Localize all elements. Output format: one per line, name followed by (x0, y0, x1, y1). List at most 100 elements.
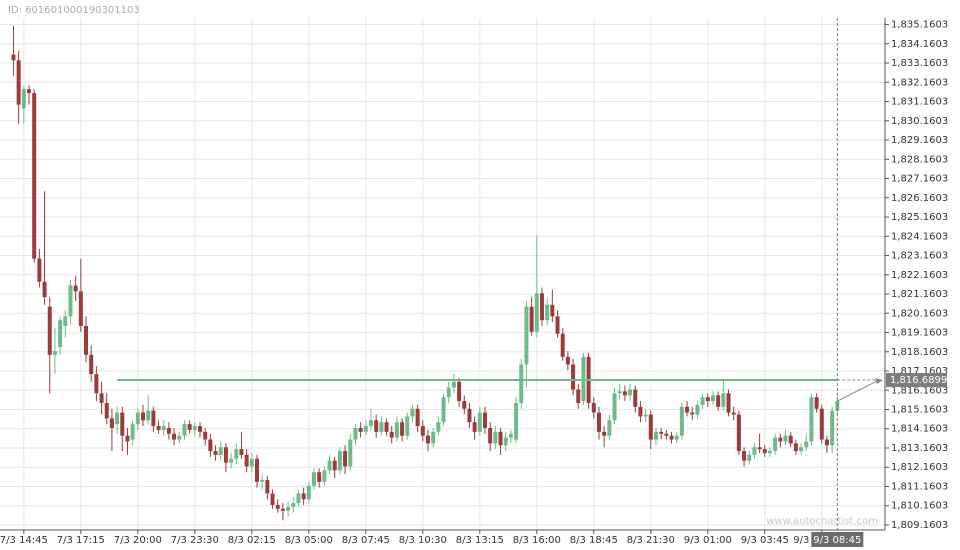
candle-body (47, 306, 52, 355)
candle-body (793, 443, 798, 452)
candle-body (628, 389, 633, 396)
level-box (886, 373, 947, 388)
candle-body (120, 412, 125, 436)
candle-body (638, 406, 643, 417)
candle-body (16, 60, 21, 105)
candle-body (394, 422, 399, 438)
y-tick-label: 1,814.1603 (891, 424, 948, 435)
x-tick-label: 8/3 05:00 (285, 535, 333, 546)
candle-body (135, 412, 140, 425)
candle-body (633, 389, 638, 407)
candle-body (664, 433, 669, 436)
candle-body (213, 451, 218, 455)
y-tick-label: 1,821.1603 (891, 289, 948, 300)
candle-body (778, 437, 783, 442)
overlay: 1,816.6899 9/3 08:45 (117, 18, 947, 547)
candle-body (146, 410, 151, 421)
candle-body (576, 389, 581, 403)
candle-body (249, 458, 254, 467)
y-tick-label: 1,809.1603 (891, 520, 948, 531)
candle-body (767, 451, 772, 454)
candle-body (685, 406, 690, 413)
candle-body (617, 391, 622, 394)
candle-body (343, 451, 348, 467)
y-tick-label: 1,830.1603 (891, 116, 948, 127)
projection-line (837, 379, 880, 402)
candle-body (659, 431, 664, 434)
y-tick-label: 1,812.1603 (891, 462, 948, 473)
candle-body (493, 431, 498, 444)
chart-id: ID: 601601000190301103 (8, 5, 140, 16)
candle-body (130, 424, 135, 440)
candle-body (653, 431, 658, 440)
candle-body (156, 426, 161, 430)
candle-body (218, 447, 223, 455)
y-tick-label: 1,826.1603 (891, 193, 948, 204)
candle-body (89, 354, 94, 375)
candle-body (731, 412, 736, 415)
level-label: 1,816.6899 (890, 375, 947, 386)
y-tick-label: 1,832.1603 (891, 77, 948, 88)
candle-body (229, 458, 234, 463)
candle-body (78, 291, 83, 326)
y-tick-label: 1,820.1603 (891, 308, 948, 319)
candle-body (187, 424, 192, 430)
candle-body (161, 426, 166, 430)
candle-body (809, 397, 814, 442)
candle-body (550, 304, 555, 317)
candle-body (379, 422, 384, 432)
marks (11, 25, 840, 521)
y-tick-label: 1,834.1603 (891, 39, 948, 50)
candle-body (94, 374, 99, 394)
candle-body (700, 397, 705, 405)
candle-body (762, 449, 767, 454)
candle-body (306, 485, 311, 500)
candle-body (405, 416, 410, 436)
candle-body (389, 431, 394, 438)
candle-body (311, 472, 316, 486)
candle-body (622, 391, 627, 396)
x-tick-label: 8/3 10:30 (399, 535, 447, 546)
candle-body (457, 381, 462, 402)
candle-body (695, 404, 700, 415)
candle-body (63, 316, 68, 326)
candle-body (488, 427, 493, 444)
candle-body (679, 406, 684, 436)
candle-body (736, 414, 741, 452)
candle-body (115, 412, 120, 425)
candle-body (752, 447, 757, 455)
candle-body (804, 441, 809, 448)
candle-body (555, 316, 560, 334)
y-tick-label: 1,810.1603 (891, 501, 948, 512)
candle-body (21, 89, 26, 109)
candle-body (415, 408, 420, 427)
x-tick-label: 8/3 13:15 (456, 535, 504, 546)
candle-body (503, 437, 508, 446)
candle-body (239, 449, 244, 455)
candle-body (234, 449, 239, 459)
candle-body (565, 356, 570, 365)
candle-body (726, 393, 731, 413)
candle-body (446, 387, 451, 398)
candle-body (436, 422, 441, 432)
candle-body (255, 458, 260, 482)
candle-body (669, 435, 674, 440)
y-tick-label: 1,828.1603 (891, 154, 948, 165)
candle-body (177, 435, 182, 440)
y-tick-label: 1,824.1603 (891, 231, 948, 242)
x-tick-label: 8/3 02:15 (228, 535, 276, 546)
candle-body (534, 293, 539, 332)
candle-body (353, 427, 358, 440)
candle-body (27, 89, 32, 94)
candle-body (648, 414, 653, 440)
x-tick-label: 8/3 07:45 (342, 535, 390, 546)
candle-body (42, 281, 47, 298)
candle-body (203, 431, 208, 440)
candle-body (52, 350, 57, 355)
x-tick-label: 8/3 21:30 (627, 535, 675, 546)
candle-body (710, 395, 715, 402)
candle-body (607, 420, 612, 436)
candle-body (182, 424, 187, 436)
grid: 1,809.1603 1,810.1603 1,811.1603 1,812.1603… (0, 18, 948, 546)
